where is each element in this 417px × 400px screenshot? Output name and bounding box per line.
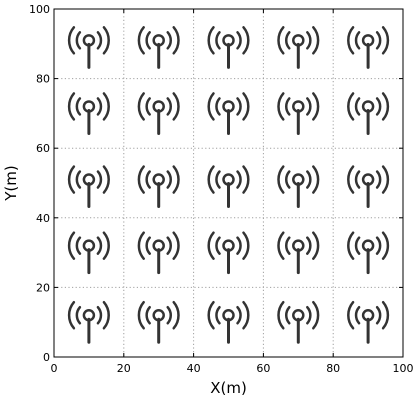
x-tick-label: 100 bbox=[393, 362, 414, 375]
y-tick-label: 80 bbox=[36, 73, 50, 86]
antenna-icon bbox=[207, 26, 250, 69]
antenna-icon bbox=[67, 165, 110, 209]
antenna-icon bbox=[67, 231, 110, 275]
antenna-icon bbox=[347, 300, 390, 344]
y-axis-label: Y(m) bbox=[2, 165, 20, 201]
antenna-icon bbox=[277, 92, 320, 135]
x-tick-label: 60 bbox=[256, 362, 270, 375]
antenna-markers bbox=[67, 26, 390, 344]
y-tick-label: 100 bbox=[29, 3, 50, 16]
antenna-icon bbox=[277, 300, 320, 344]
antenna-icon bbox=[347, 92, 390, 135]
axis-ticks: 0 20 40 60 80 100 0 20 40 60 80 100 bbox=[29, 3, 414, 375]
y-tick-label: 0 bbox=[43, 351, 50, 364]
antenna-icon bbox=[207, 300, 250, 344]
grid bbox=[54, 9, 403, 357]
antenna-icon bbox=[67, 92, 110, 135]
x-tick-label: 0 bbox=[51, 362, 58, 375]
antenna-icon bbox=[277, 231, 320, 275]
antenna-icon bbox=[137, 26, 180, 69]
y-tick-label: 40 bbox=[36, 212, 50, 225]
antenna-icon bbox=[207, 92, 250, 135]
x-axis-label: X(m) bbox=[210, 379, 247, 397]
antenna-icon bbox=[277, 165, 320, 209]
antenna-icon bbox=[137, 300, 180, 344]
antenna-icon bbox=[277, 26, 320, 69]
antenna-icon bbox=[347, 165, 390, 209]
antenna-icon bbox=[347, 231, 390, 275]
antenna-icon bbox=[137, 231, 180, 275]
antenna-icon bbox=[67, 300, 110, 344]
y-tick-label: 20 bbox=[36, 281, 50, 294]
x-tick-label: 40 bbox=[187, 362, 201, 375]
antenna-icon bbox=[207, 231, 250, 275]
antenna-icon bbox=[137, 92, 180, 135]
x-tick-label: 20 bbox=[117, 362, 131, 375]
x-tick-label: 80 bbox=[326, 362, 340, 375]
y-tick-label: 60 bbox=[36, 142, 50, 155]
antenna-icon bbox=[137, 165, 180, 209]
antenna-icon bbox=[67, 26, 110, 69]
plot-frame bbox=[53, 8, 404, 358]
antenna-icon bbox=[207, 165, 250, 209]
antenna-icon bbox=[347, 26, 390, 69]
